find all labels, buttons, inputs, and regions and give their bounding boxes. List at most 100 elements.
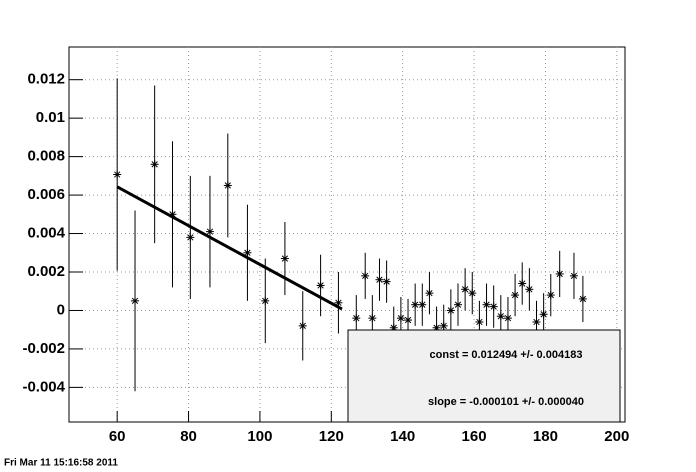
marker-stroke (419, 301, 426, 308)
data-point (396, 314, 405, 323)
marker-stroke (497, 313, 504, 320)
marker-stroke (362, 272, 369, 279)
marker-stroke (504, 315, 512, 322)
x-tick-label: 60 (109, 428, 126, 445)
marker-stroke (526, 286, 533, 293)
x-tick-label: 200 (604, 428, 629, 445)
stats-line: const = 0.012494 +/- 0.004183 (430, 349, 583, 361)
marker-stroke (397, 315, 405, 322)
marker-stroke (447, 307, 455, 314)
marker-stroke (490, 303, 497, 310)
marker-stroke (533, 318, 540, 326)
data-point (532, 318, 541, 326)
data-point (205, 227, 214, 236)
y-tick-label: -0.004 (22, 378, 65, 395)
marker-stroke (317, 282, 324, 289)
data-point (539, 310, 548, 319)
x-tick-label: 140 (390, 428, 415, 445)
data-point (316, 281, 325, 290)
data-point (404, 316, 413, 325)
y-tick-label: 0 (57, 301, 65, 318)
fit-line (116, 185, 343, 311)
x-tick-label: 180 (533, 428, 558, 445)
data-point (425, 289, 434, 298)
data-point (261, 296, 270, 305)
marker-stroke (114, 171, 121, 178)
data-point (578, 294, 587, 303)
marker-stroke (469, 290, 476, 297)
data-point (131, 296, 140, 305)
y-tick-label: 0.004 (27, 225, 65, 242)
marker-stroke (151, 161, 158, 168)
marker-stroke (511, 291, 519, 299)
data-point (368, 314, 377, 323)
marker-stroke (244, 249, 251, 256)
data-point (411, 300, 420, 309)
data-point (113, 170, 122, 179)
y-tick-label: -0.002 (22, 340, 65, 357)
data-point (418, 300, 427, 309)
marker-stroke (454, 301, 462, 308)
stats-box (347, 329, 621, 423)
data-point (511, 291, 520, 300)
x-tick-label: 80 (180, 428, 197, 445)
data-point (186, 233, 195, 242)
data-point (243, 248, 252, 257)
y-tick-label: 0.01 (36, 109, 65, 126)
marker-stroke (262, 297, 269, 304)
marker-stroke (131, 297, 139, 304)
data-point (475, 318, 484, 326)
marker-stroke (187, 234, 194, 241)
data-point (298, 321, 307, 330)
data-point (453, 300, 462, 309)
marker-stroke (383, 278, 390, 285)
data-point (382, 277, 391, 286)
marker-stroke (440, 322, 447, 329)
marker-stroke (540, 311, 547, 318)
y-tick-label: 0.006 (27, 186, 65, 203)
marker-stroke (547, 291, 554, 299)
marker-stroke (461, 286, 469, 293)
data-point (546, 291, 555, 300)
marker-stroke (570, 272, 578, 279)
stats-line: slope = -0.000101 +/- 0.000040 (428, 396, 584, 408)
x-tick-label: 100 (247, 428, 272, 445)
data-point (489, 302, 498, 311)
marker-stroke (299, 322, 306, 329)
marker-stroke (476, 318, 483, 326)
x-tick-label: 160 (462, 428, 487, 445)
marker-stroke (519, 280, 526, 287)
data-point (280, 254, 289, 263)
data-point (461, 285, 470, 294)
marker-stroke (579, 295, 587, 303)
data-point (375, 275, 384, 284)
data-point (496, 312, 505, 321)
data-point (352, 314, 361, 323)
data-point (439, 321, 448, 330)
data-point (555, 269, 564, 278)
x-tick-label: 120 (319, 428, 344, 445)
marker-stroke (353, 315, 360, 322)
marker-stroke (404, 316, 412, 324)
y-tick-label: 0.008 (27, 148, 65, 165)
marker-stroke (369, 315, 376, 322)
marker-stroke (412, 301, 419, 308)
y-tick-label: 0.002 (27, 263, 65, 280)
data-point (503, 314, 512, 323)
data-point (223, 181, 232, 190)
marker-stroke (556, 270, 563, 278)
data-point (525, 285, 534, 294)
y-tick-label: 0.012 (27, 71, 65, 88)
marker-stroke (224, 182, 231, 189)
data-point (482, 300, 491, 309)
data-point (518, 279, 527, 288)
data-point (150, 160, 159, 169)
timestamp: Fri Mar 11 15:16:58 2011 (4, 458, 118, 469)
data-point (468, 289, 477, 298)
data-point (446, 306, 455, 315)
marker-stroke (281, 255, 289, 262)
marker-stroke (426, 290, 433, 297)
marker-stroke (483, 301, 490, 308)
data-point (569, 271, 578, 280)
